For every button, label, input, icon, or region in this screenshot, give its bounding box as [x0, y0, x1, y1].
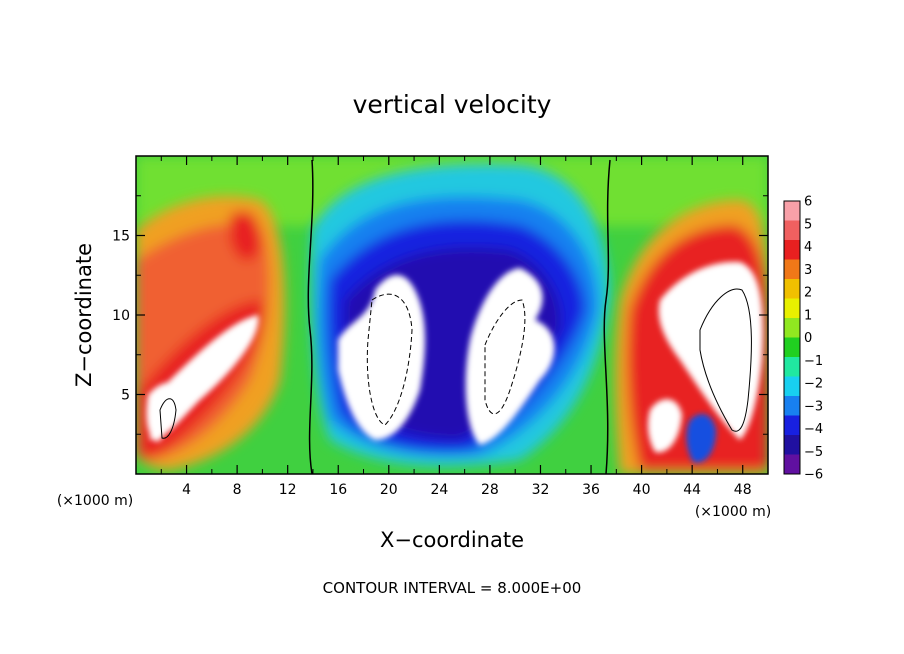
colorbar-label: −2: [804, 377, 823, 392]
x-axis: 4 8 12 16 20 24 28 32 36 40 44 48: [160, 156, 752, 498]
colorbar-swatch: [784, 318, 800, 338]
colorbar-label: 3: [804, 263, 812, 278]
colorbar-swatch: [784, 357, 800, 377]
colorbar-swatch: [784, 337, 800, 358]
x-tick-label: 8: [233, 482, 242, 498]
y-axis: 5 10 15: [112, 195, 768, 435]
colorbar-label: −6: [804, 468, 823, 483]
right-updraft-core: [647, 261, 763, 453]
zero-contour-left: [307, 159, 314, 474]
x-tick-label: 44: [683, 482, 701, 498]
pos-contour-right: [699, 288, 752, 432]
neg-contour-left: [366, 293, 413, 426]
right-low-downdraft: [686, 414, 716, 463]
colorbar-label: −3: [804, 399, 823, 414]
colorbar-label: 0: [804, 331, 812, 346]
x-tick-label: 48: [734, 482, 752, 498]
y-tick-label: 15: [112, 229, 130, 245]
x-unit-left: (×1000 m): [57, 493, 133, 509]
pos-contour-left: [159, 398, 177, 439]
chart-title: vertical velocity: [353, 90, 552, 119]
colorbar-label: −4: [804, 422, 823, 437]
x-tick-label: 28: [481, 482, 499, 498]
colorbar-label: 5: [804, 217, 812, 232]
left-updraft-core: [146, 315, 259, 442]
x-tick-label: 36: [582, 482, 600, 498]
colorbar-swatch: [784, 454, 800, 475]
x-tick-label: 4: [182, 482, 191, 498]
x-unit-right: (×1000 m): [695, 504, 771, 520]
x-tick-label: 32: [532, 482, 550, 498]
x-axis-label: X−coordinate: [380, 528, 524, 552]
colorbar-label: 1: [804, 308, 812, 323]
colorbar-swatch: [784, 396, 800, 416]
colorbar-label: 4: [804, 240, 812, 255]
colorbar-frame: [783, 200, 801, 475]
colorbar: 6 5 4 3 2 1 0 −1 −2 −3 −4 −5 −6: [783, 195, 823, 483]
colorbar-swatch: [784, 201, 800, 221]
x-tick-label: 24: [430, 482, 448, 498]
colorbar-label: −1: [804, 354, 823, 369]
colorbar-swatch: [784, 259, 800, 280]
colorbar-swatch: [784, 376, 800, 397]
colorbar-swatch: [784, 220, 800, 241]
x-tick-label: 12: [279, 482, 297, 498]
colorbar-label: 6: [804, 195, 812, 210]
y-tick-label: 10: [112, 308, 130, 324]
y-tick-label: 5: [121, 388, 130, 404]
colorbar-swatch: [784, 415, 800, 436]
colorbar-swatch: [784, 240, 800, 260]
colorbar-swatch: [784, 298, 800, 319]
x-tick-label: 40: [633, 482, 651, 498]
y-axis-label: Z−coordinate: [72, 243, 96, 387]
colorbar-label: 2: [804, 286, 812, 301]
colorbar-label: −5: [804, 445, 823, 460]
zero-contour-right: [603, 159, 611, 474]
contour-interval-note: CONTOUR INTERVAL = 8.000E+00: [323, 579, 582, 597]
neg-contour-right: [484, 299, 526, 415]
velocity-field: [136, 156, 768, 474]
central-downdraft-cores: [338, 268, 555, 445]
x-tick-label: 20: [380, 482, 398, 498]
colorbar-swatch: [784, 279, 800, 299]
colorbar-swatch: [784, 435, 800, 455]
x-tick-label: 16: [329, 482, 347, 498]
